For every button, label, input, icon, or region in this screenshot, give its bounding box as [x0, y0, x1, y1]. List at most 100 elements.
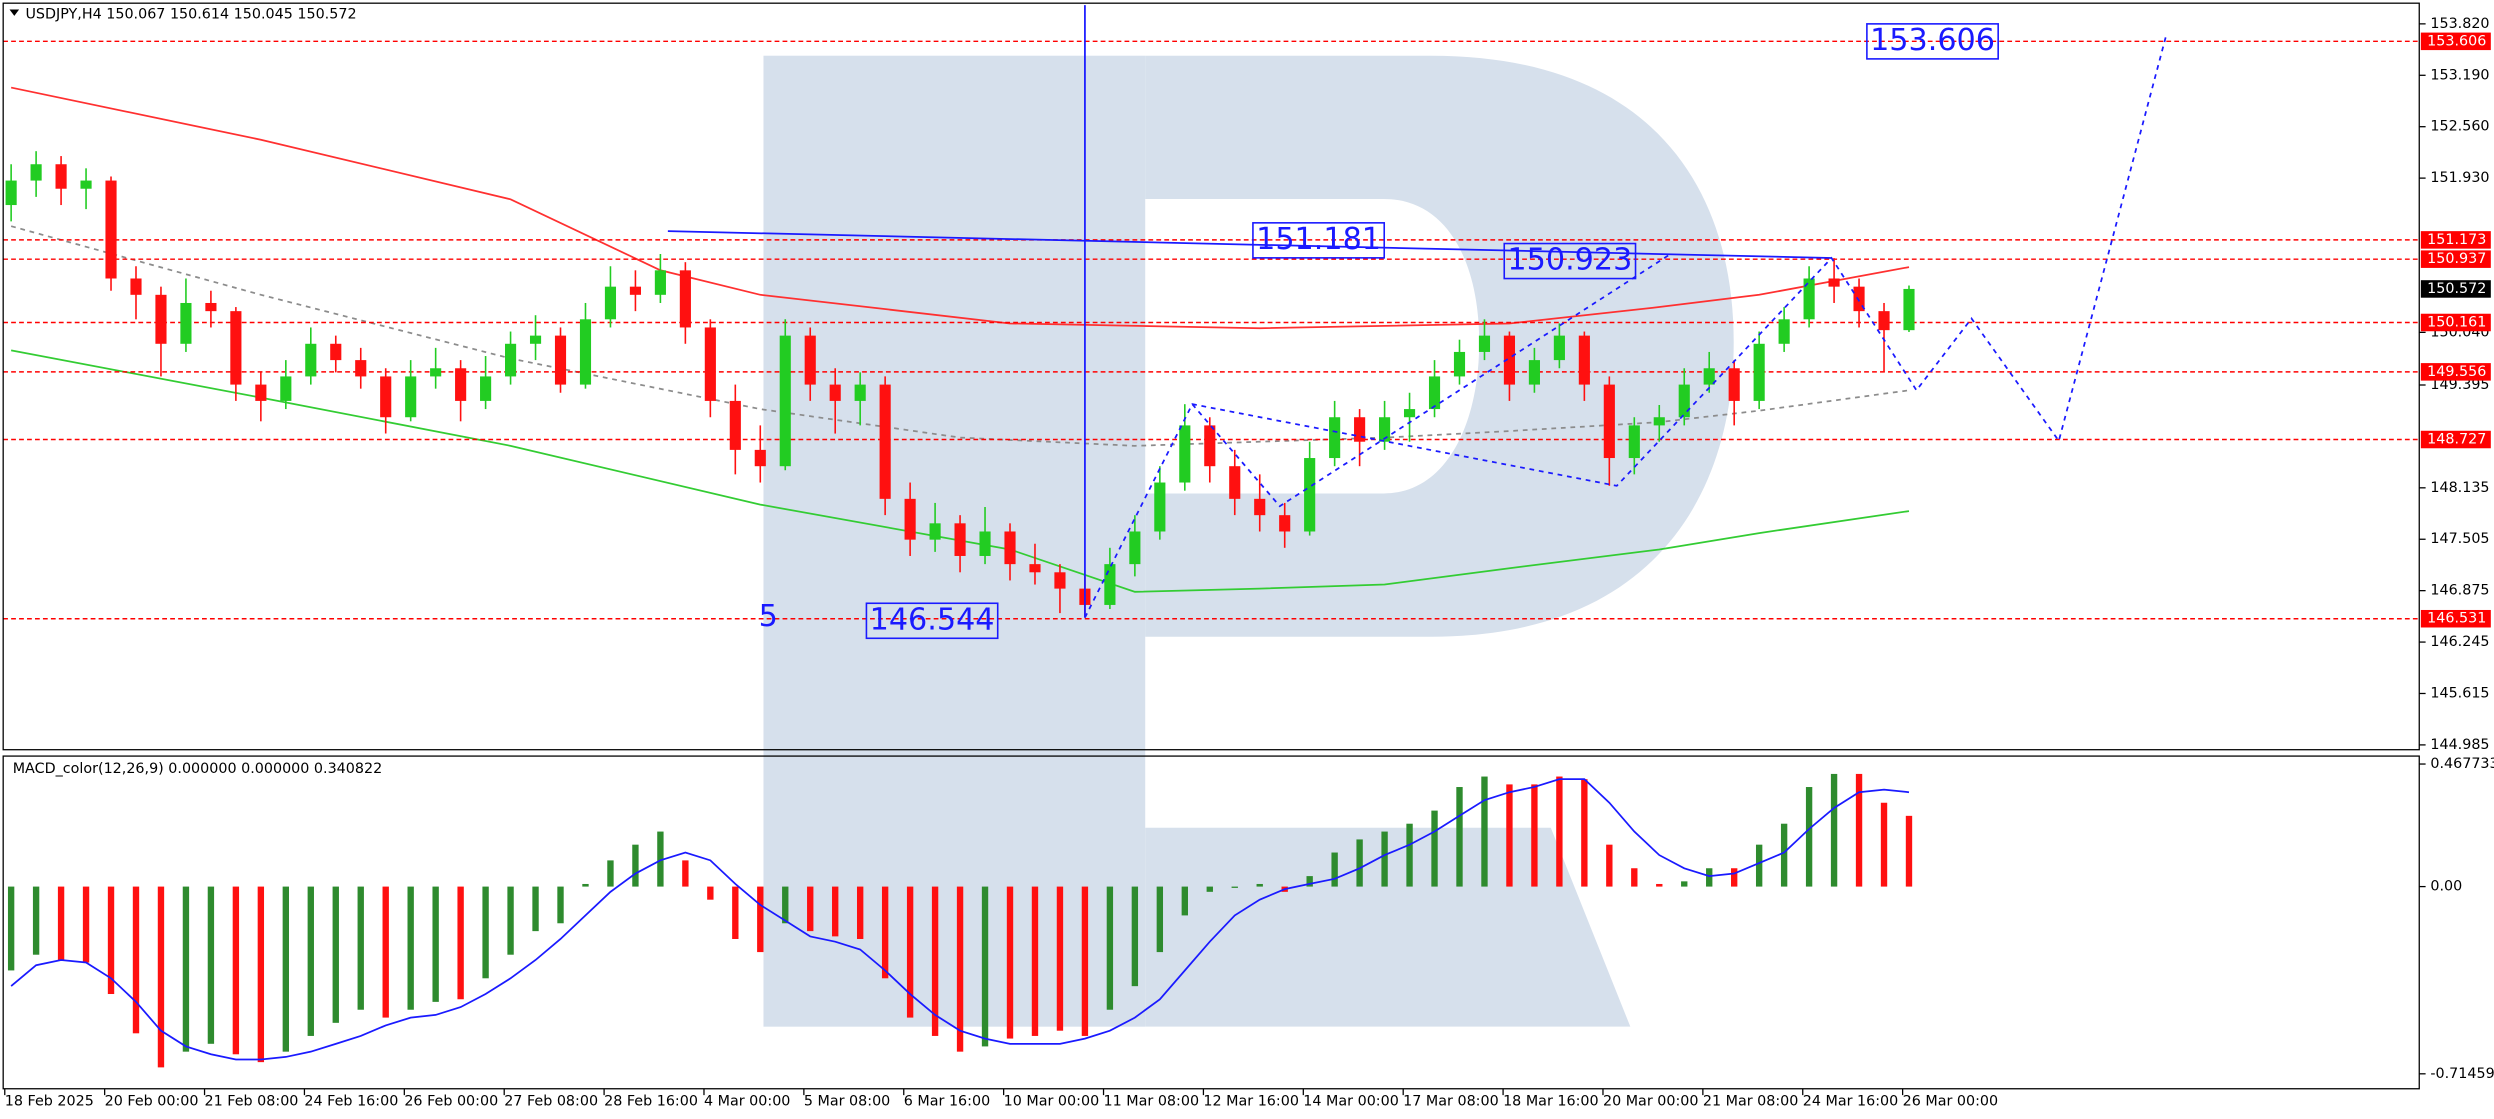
candle-body	[1229, 466, 1241, 499]
candle-body	[1004, 531, 1016, 565]
x-tick-label: 21 Feb 08:00	[205, 1093, 299, 1109]
candle-body	[679, 270, 691, 328]
x-tick-label: 18 Mar 16:00	[1503, 1093, 1599, 1109]
x-tick-label: 26 Mar 00:00	[1903, 1093, 1999, 1109]
candle-body	[1254, 498, 1266, 516]
annotation-box	[1503, 242, 1637, 280]
candle-body	[529, 335, 542, 344]
macd-bar	[906, 886, 914, 1018]
level-price-label: 151.173	[2427, 232, 2486, 248]
candle-body	[1528, 360, 1540, 385]
candle-body	[829, 384, 841, 401]
candle-body	[1753, 343, 1765, 401]
macd-bar	[157, 886, 165, 1068]
candle-body	[1453, 351, 1466, 377]
annotation: 5	[759, 599, 778, 634]
level-price-box	[2420, 363, 2491, 381]
macd-bar	[282, 886, 290, 1052]
candle-body	[729, 400, 741, 450]
watermark-bowl	[1145, 55, 1734, 637]
x-tick-label: 20 Feb 00:00	[105, 1093, 199, 1109]
annotation: 153.606	[1870, 23, 1995, 58]
chart-title: USDJPY,H4 150.067 150.614 150.045 150.57…	[25, 6, 356, 22]
candle-body	[1903, 288, 1915, 331]
macd-bar	[1681, 881, 1688, 887]
candle-body	[1029, 564, 1041, 573]
annotation-box	[1252, 222, 1386, 259]
candle-body	[430, 368, 442, 377]
macd-bar	[682, 860, 689, 887]
level-price-label: 148.727	[2427, 432, 2486, 448]
macd-bar	[32, 886, 40, 955]
level-price-box	[2420, 32, 2491, 51]
x-tick-label: 24 Feb 16:00	[304, 1093, 398, 1109]
annotation: 151.181	[1256, 222, 1381, 257]
candle-body	[1379, 417, 1391, 442]
macd-bar	[981, 886, 989, 1047]
macd-bar	[1780, 823, 1788, 887]
last-price-label: 150.572	[2427, 281, 2486, 297]
macd-bar	[432, 886, 439, 1002]
y-tick-label: 151.930	[2430, 170, 2489, 186]
level-price-label: 149.556	[2427, 364, 2486, 380]
macd-bar	[1731, 868, 1738, 887]
candle-body	[1428, 376, 1441, 410]
macd-bar	[7, 886, 15, 971]
wave-line	[1084, 35, 2168, 618]
macd-bar	[707, 886, 714, 900]
macd-bar	[632, 844, 639, 887]
candle-body	[879, 384, 891, 499]
macd-title: MACD_color(12,26,9) 0.000000 0.000000 0.…	[13, 761, 382, 777]
macd-bar	[1431, 810, 1438, 887]
macd-bar	[1830, 773, 1838, 887]
candle-body	[929, 523, 941, 540]
macd-panel-frame	[2, 755, 2420, 1090]
y-tick-label: 0.467733	[2430, 756, 2494, 772]
macd-bar	[57, 886, 65, 960]
macd-bar	[257, 886, 265, 1063]
x-tick-label: 20 Mar 00:00	[1603, 1093, 1699, 1109]
macd-bar	[1855, 773, 1863, 887]
candle-body	[629, 286, 641, 295]
macd-bar	[832, 886, 839, 937]
candle-body	[1279, 515, 1291, 532]
macd-bar	[1456, 787, 1463, 887]
x-tick-label: 24 Mar 16:00	[1803, 1093, 1899, 1109]
candle-body	[30, 164, 42, 181]
macd-bar	[732, 886, 739, 939]
candle-body	[1603, 384, 1615, 459]
candle-body	[230, 311, 242, 385]
candle-body	[1778, 319, 1790, 344]
candle-body	[804, 335, 816, 385]
macd-bar	[1031, 886, 1039, 1036]
macd-bar	[1056, 886, 1064, 1031]
candle-body	[554, 335, 567, 385]
candle-body	[754, 449, 766, 467]
candle-body	[1678, 384, 1690, 418]
x-tick-label: 27 Feb 08:00	[504, 1093, 598, 1109]
candle-body	[1628, 425, 1640, 459]
level-price-label: 153.606	[2427, 33, 2486, 49]
macd-bar	[1755, 844, 1763, 887]
candle-body	[954, 523, 966, 556]
candle-body	[205, 302, 217, 312]
annotation: 150.923	[1507, 243, 1632, 278]
symbol-arrow	[9, 9, 20, 16]
macd-bar	[507, 886, 514, 955]
candle-body	[1354, 417, 1366, 442]
macd-bar	[457, 886, 464, 1000]
macd-bar	[1556, 776, 1563, 887]
candle-body	[505, 343, 517, 377]
moving-average	[10, 349, 1910, 593]
candle-body	[405, 376, 417, 418]
y-tick-label: 152.560	[2430, 119, 2489, 135]
candle-body	[355, 360, 367, 377]
macd-bar	[1131, 886, 1139, 987]
level-price-box	[2420, 313, 2491, 332]
macd-bar	[182, 886, 190, 1052]
candle-body	[105, 180, 117, 279]
annotation: 146.544	[870, 602, 995, 637]
wave-line	[1191, 254, 1670, 508]
candle-body	[180, 302, 192, 344]
y-tick-label: 147.505	[2430, 531, 2489, 547]
